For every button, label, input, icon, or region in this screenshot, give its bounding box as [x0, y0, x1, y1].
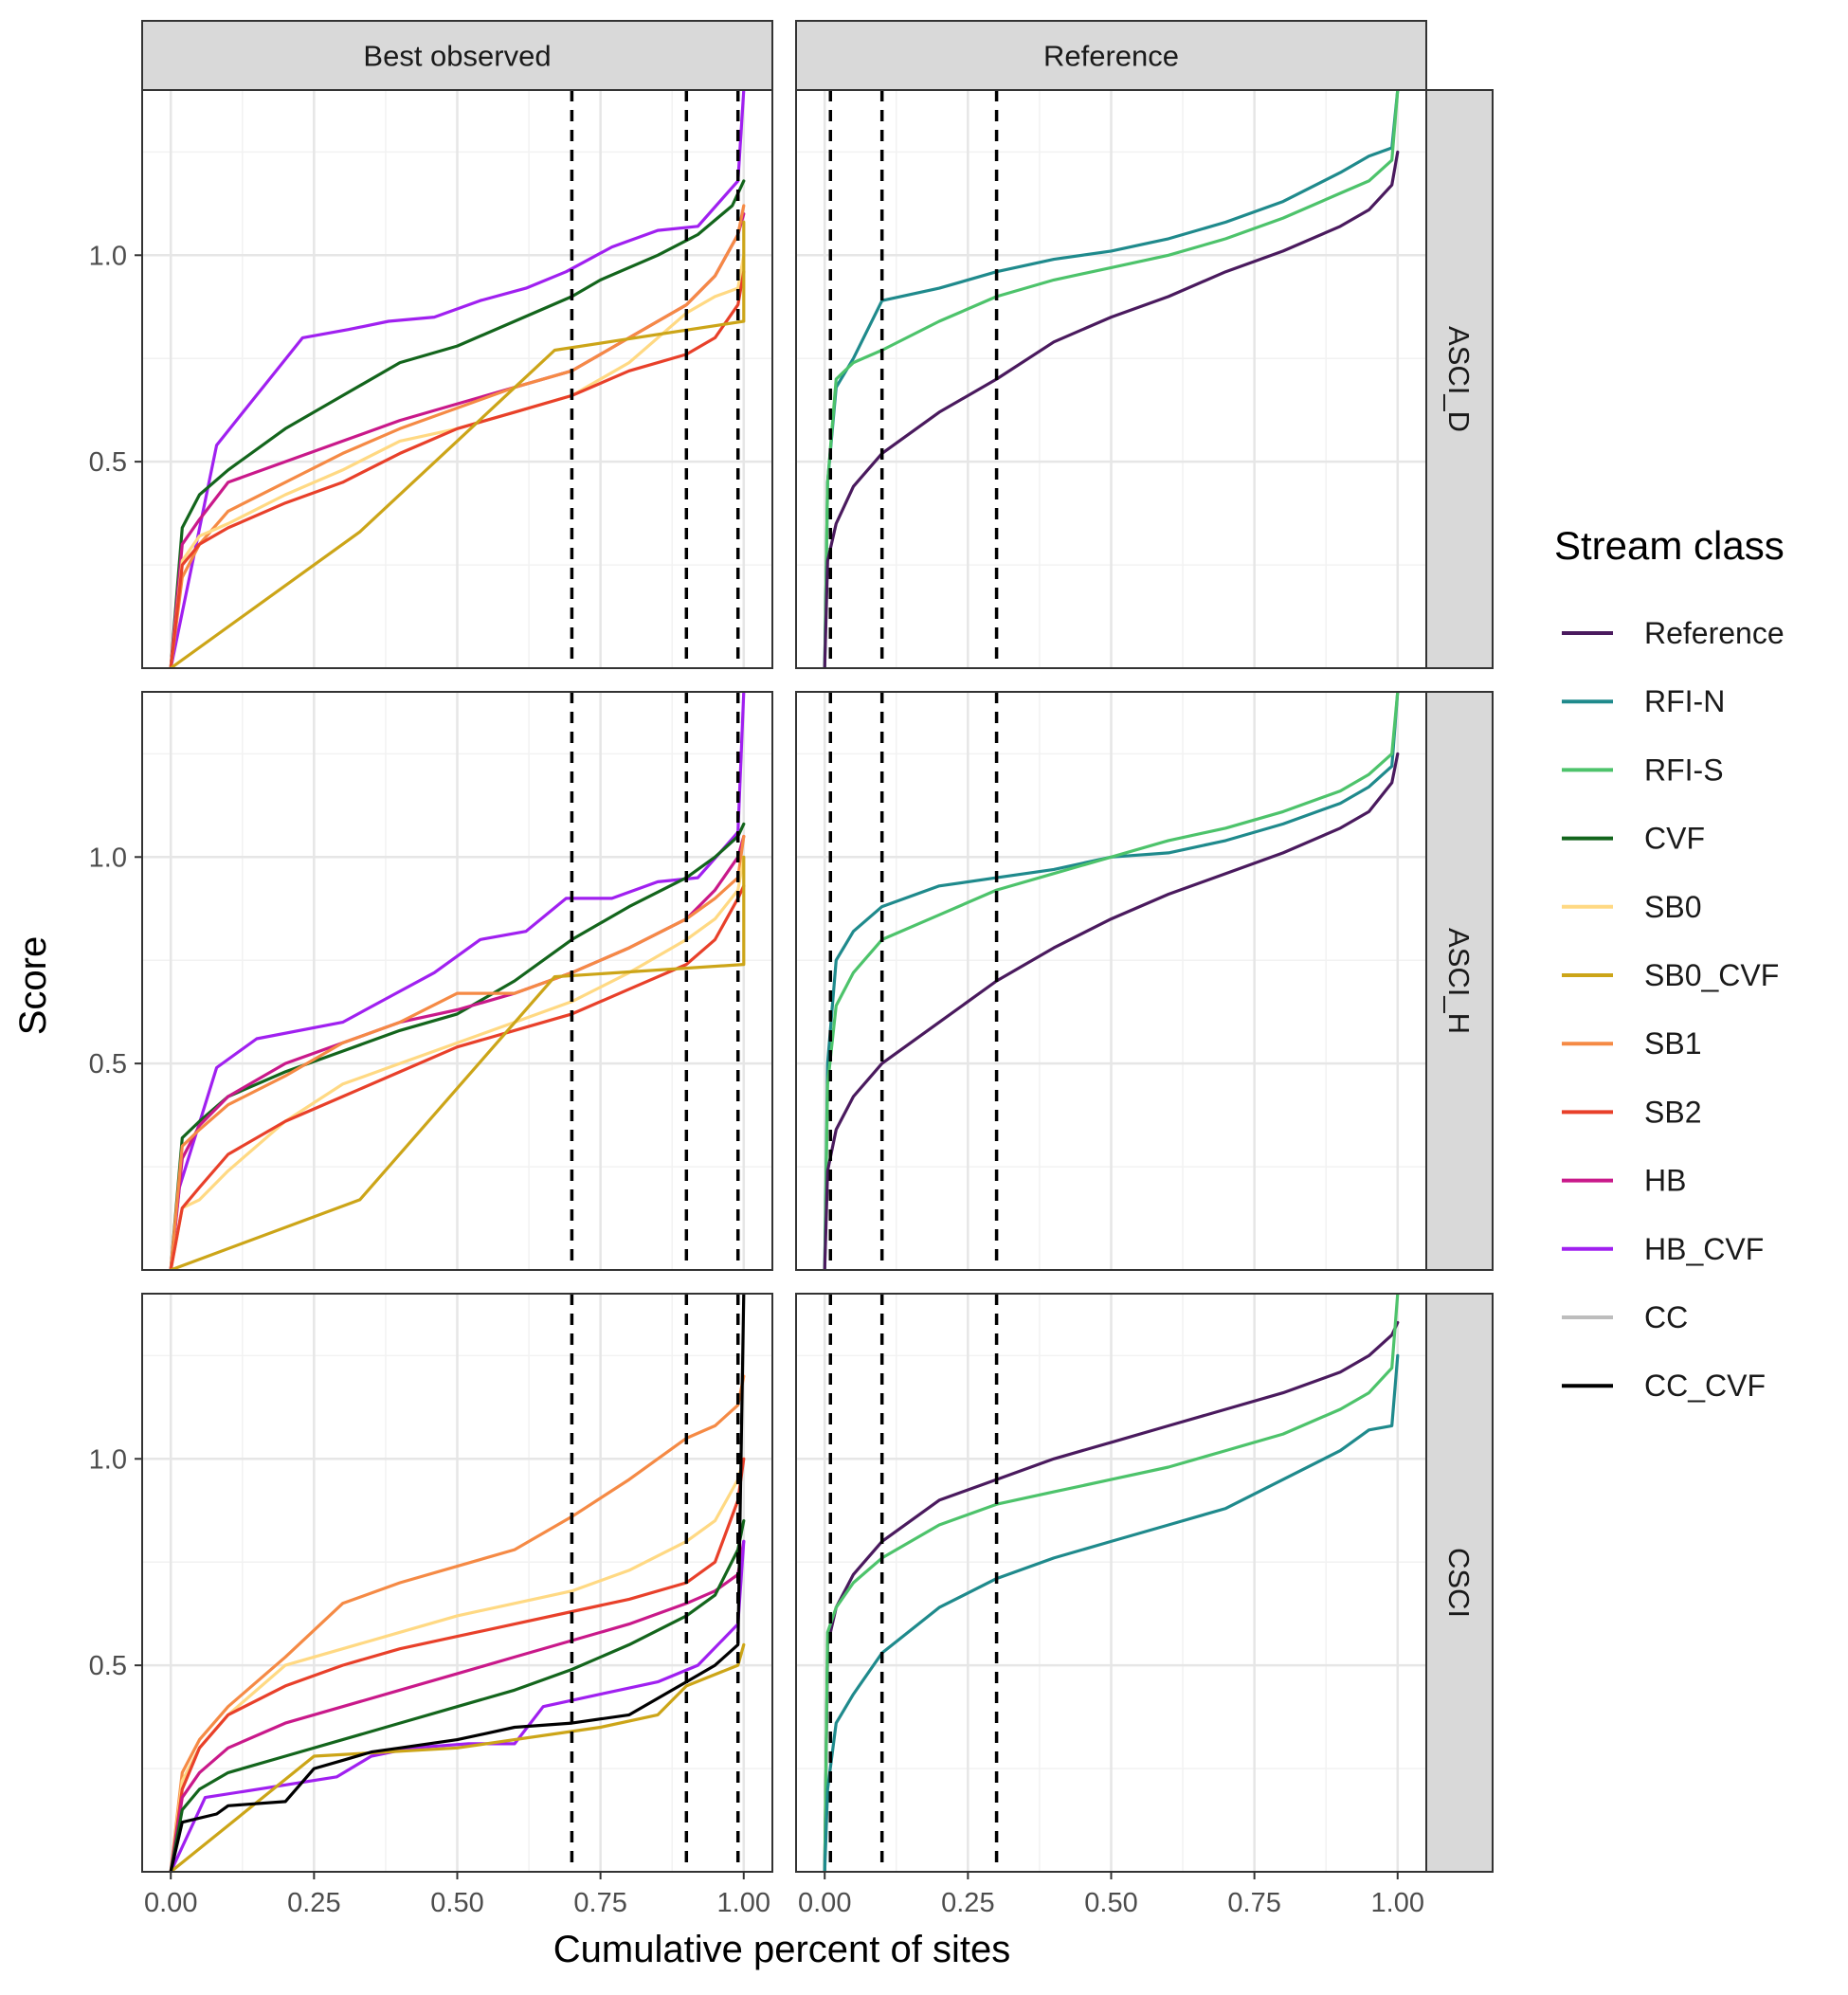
x-tick-label: 0.50: [430, 1888, 483, 1918]
panel-asci-d-reference: [795, 89, 1427, 669]
series-line-rfi-n: [823, 692, 1400, 1270]
y-tick-label: 0.5: [89, 1651, 127, 1681]
series-line-hb: [169, 834, 746, 1270]
series-line-sb0-cvf: [169, 220, 746, 668]
legend-item-cc-cvf: CC_CVF: [1562, 1369, 1766, 1403]
y-tick-label: 1.0: [89, 1444, 127, 1475]
x-axis-label: Cumulative percent of sites: [553, 1929, 1010, 1970]
y-tick-label: 1.0: [89, 843, 127, 873]
panel-asci-h-reference: [795, 691, 1427, 1271]
series-line-sb2: [169, 1457, 746, 1872]
series-line-sb2: [169, 270, 746, 668]
legend-label: HB_CVF: [1644, 1232, 1764, 1266]
series-line-reference: [823, 752, 1400, 1270]
panel-csci-reference: [795, 1293, 1427, 1873]
panel-csci-best-observed: [141, 1293, 773, 1873]
legend-item-sb0-cvf: SB0_CVF: [1562, 958, 1779, 992]
legend-label: HB: [1644, 1164, 1686, 1198]
series-line-cvf: [169, 1518, 746, 1872]
series-line-rfi-s: [823, 90, 1400, 668]
y-tick-label: 0.5: [89, 1049, 127, 1079]
series-line-sb0: [169, 855, 746, 1270]
legend-item-hb-cvf: HB_CVF: [1562, 1232, 1764, 1266]
x-tick-label: 0.50: [1084, 1888, 1137, 1918]
legend-item-sb2: SB2: [1562, 1095, 1701, 1129]
series-line-hb-cvf: [169, 1539, 746, 1872]
legend-item-rfi-s: RFI-S: [1562, 753, 1724, 787]
y-axis-label: Score: [12, 936, 54, 1036]
series-line-sb0-cvf: [169, 855, 746, 1270]
legend-item-cc: CC: [1562, 1300, 1688, 1334]
column-strip-label: Reference: [1043, 40, 1179, 73]
legend-label: SB0: [1644, 890, 1701, 924]
y-tick-label: 1.0: [89, 241, 127, 271]
row-strip-label: ASCI_D: [1442, 326, 1476, 432]
x-tick-label: 0.25: [287, 1888, 340, 1918]
series-line-sb1: [169, 834, 746, 1270]
legend-label: CC: [1644, 1300, 1688, 1334]
row-strip-asci-h: ASCI_H: [1425, 691, 1494, 1271]
legend-title: Stream class: [1554, 523, 1785, 568]
legend-item-reference: Reference: [1562, 616, 1785, 650]
series-line-sb0-cvf: [169, 1642, 746, 1872]
series-line-rfi-s: [823, 1294, 1400, 1872]
series-line-sb1: [169, 1374, 746, 1872]
series-line-cvf: [169, 179, 746, 668]
legend-item-cvf: CVF: [1562, 822, 1705, 856]
series-line-sb2: [169, 884, 746, 1270]
x-tick-label: 0.75: [1227, 1888, 1280, 1918]
row-strip-label: ASCI_H: [1442, 928, 1476, 1034]
series-line-rfi-s: [823, 692, 1400, 1270]
column-strip-label: Best observed: [363, 40, 551, 73]
panel-asci-d-best-observed: [141, 89, 773, 669]
legend-label: RFI-N: [1644, 684, 1725, 718]
x-tick-label: 0.25: [941, 1888, 994, 1918]
series-line-hb: [169, 1539, 746, 1872]
y-tick-label: 0.5: [89, 447, 127, 478]
legend-label: CVF: [1644, 822, 1705, 856]
panel-border: [141, 691, 773, 1271]
series-line-reference: [823, 150, 1400, 668]
series-line-cvf: [169, 822, 746, 1270]
legend-item-sb0: SB0: [1562, 890, 1701, 924]
x-tick-label: 0.00: [144, 1888, 197, 1918]
series-line-reference: [823, 1320, 1400, 1872]
legend-item-hb: HB: [1562, 1164, 1686, 1198]
column-strip-reference: Reference: [795, 20, 1427, 91]
x-tick-label: 0.00: [798, 1888, 851, 1918]
series-line-cc-cvf: [169, 1294, 746, 1872]
row-strip-csci: CSCI: [1425, 1293, 1494, 1873]
series-line-hb-cvf: [169, 90, 746, 668]
row-strip-asci-d: ASCI_D: [1425, 89, 1494, 669]
legend-label: RFI-S: [1644, 753, 1724, 787]
legend-label: SB0_CVF: [1644, 958, 1779, 992]
column-strip-best-observed: Best observed: [141, 20, 773, 91]
legend-label: SB2: [1644, 1095, 1701, 1129]
x-tick-label: 1.00: [717, 1888, 770, 1918]
x-tick-label: 0.75: [573, 1888, 626, 1918]
legend-label: SB1: [1644, 1026, 1701, 1061]
legend-label: Reference: [1644, 616, 1785, 650]
x-tick-label: 1.00: [1371, 1888, 1424, 1918]
series-line-rfi-n: [823, 1353, 1400, 1872]
legend-label: CC_CVF: [1644, 1369, 1766, 1403]
row-strip-label: CSCI: [1442, 1548, 1476, 1618]
panel-asci-h-best-observed: [141, 691, 773, 1271]
legend-item-rfi-n: RFI-N: [1562, 684, 1725, 718]
legend-item-sb1: SB1: [1562, 1026, 1701, 1061]
